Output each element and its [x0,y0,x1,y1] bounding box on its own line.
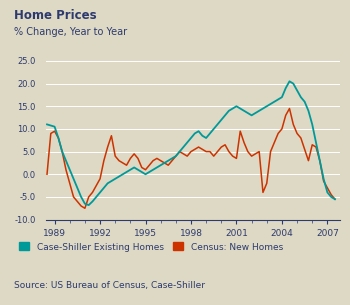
Text: Source: US Bureau of Census, Case-Shiller: Source: US Bureau of Census, Case-Shille… [14,281,205,290]
Text: % Change, Year to Year: % Change, Year to Year [14,27,127,38]
Legend: Case-Shiller Existing Homes, Census: New Homes: Case-Shiller Existing Homes, Census: New… [19,242,283,252]
Text: Home Prices: Home Prices [14,9,97,22]
